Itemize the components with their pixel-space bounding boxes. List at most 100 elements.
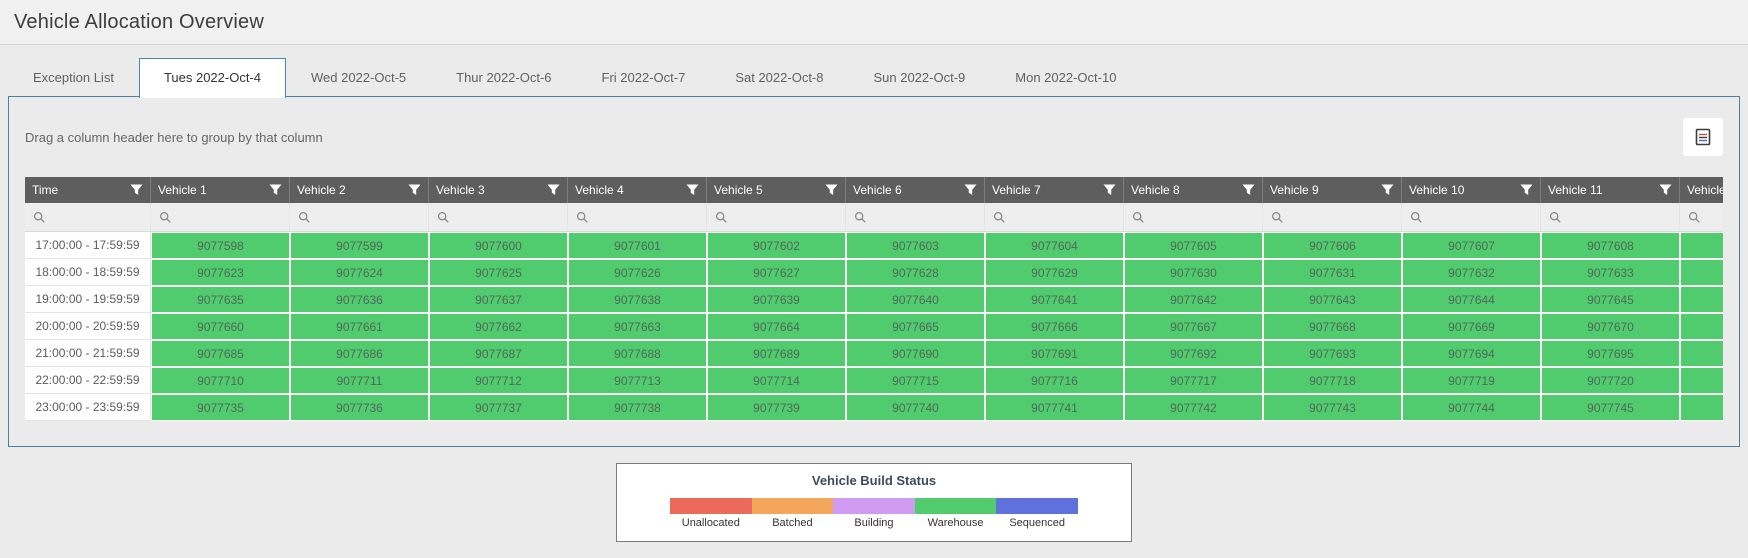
legend-segment-batched <box>751 498 834 514</box>
vehicle-cell: 9077689 <box>708 341 845 366</box>
column-header-time[interactable]: Time <box>25 177 151 203</box>
column-filter-vehicle-10[interactable] <box>1402 203 1541 231</box>
column-header-label: Time <box>32 183 59 197</box>
tab-exception-list[interactable]: Exception List <box>8 58 139 96</box>
vehicle-cell: 9077642 <box>1125 287 1262 312</box>
table-row: 19:00:00 - 19:59:59 9077635 9077636 907763… <box>25 286 1723 313</box>
filter-icon[interactable] <box>964 184 977 196</box>
column-header-vehicle-2[interactable]: Vehicle 2 <box>290 177 429 203</box>
time-cell: 19:00:00 - 19:59:59 <box>25 286 151 313</box>
column-filter-vehicle-4[interactable] <box>568 203 707 231</box>
search-icon <box>298 211 311 224</box>
tab-mon-2022-oct-10[interactable]: Mon 2022-Oct-10 <box>990 58 1141 96</box>
column-filter-vehicle-1[interactable] <box>151 203 290 231</box>
page-title: Vehicle Allocation Overview <box>14 11 264 33</box>
legend-label: Unallocated <box>681 517 740 529</box>
vehicle-cell: 9077645 <box>1542 287 1679 312</box>
filter-icon[interactable] <box>825 184 838 196</box>
legend-box: Vehicle Build Status Unallocated Batched B… <box>616 463 1132 542</box>
tab-label: Sat 2022-Oct-8 <box>735 69 824 85</box>
column-header-label: Vehicle 4 <box>575 183 624 197</box>
export-excel-button[interactable] <box>1683 118 1723 156</box>
tab-wed-2022-oct-5[interactable]: Wed 2022-Oct-5 <box>286 58 431 96</box>
vehicle-cell: 9077641 <box>986 287 1123 312</box>
filter-icon[interactable] <box>686 184 699 196</box>
time-cell: 20:00:00 - 20:59:59 <box>25 313 151 340</box>
vehicle-cell: 9077639 <box>708 287 845 312</box>
column-header-vehicle-7[interactable]: Vehicle 7 <box>985 177 1124 203</box>
filter-icon[interactable] <box>1520 184 1533 196</box>
vehicle-cell: 9077715 <box>847 368 984 393</box>
vehicle-cell: 9077669 <box>1403 314 1540 339</box>
column-filter-vehicle[interactable] <box>1680 203 1723 231</box>
table-row: 17:00:00 - 17:59:59 9077598 9077599 907760… <box>25 232 1723 259</box>
column-header-vehicle[interactable]: Vehicle <box>1680 177 1723 203</box>
tab-sat-2022-oct-8[interactable]: Sat 2022-Oct-8 <box>710 58 848 96</box>
vehicle-cell: 9077712 <box>430 368 567 393</box>
vehicle-cell: 9077735 <box>152 395 289 420</box>
vehicle-cell: 9077740 <box>847 395 984 420</box>
column-header-vehicle-4[interactable]: Vehicle 4 <box>568 177 707 203</box>
column-header-vehicle-11[interactable]: Vehicle 11 <box>1541 177 1680 203</box>
vehicle-cell: 9077714 <box>708 368 845 393</box>
group-panel: Drag a column header here to group by th… <box>9 97 1739 177</box>
column-filter-vehicle-2[interactable] <box>290 203 429 231</box>
vehicle-cell: 9077629 <box>986 260 1123 285</box>
legend-label: Batched <box>772 517 813 529</box>
tab-fri-2022-oct-7[interactable]: Fri 2022-Oct-7 <box>577 58 711 96</box>
column-filter-vehicle-6[interactable] <box>846 203 985 231</box>
filter-icon[interactable] <box>130 184 143 196</box>
column-header-vehicle-9[interactable]: Vehicle 9 <box>1263 177 1402 203</box>
tab-thur-2022-oct-6[interactable]: Thur 2022-Oct-6 <box>431 58 576 96</box>
column-header-vehicle-6[interactable]: Vehicle 6 <box>846 177 985 203</box>
column-header-vehicle-10[interactable]: Vehicle 10 <box>1402 177 1541 203</box>
vehicle-cell: 9077608 <box>1542 233 1679 258</box>
filter-icon[interactable] <box>408 184 421 196</box>
vehicle-cell: 9077665 <box>847 314 984 339</box>
vehicle-cell <box>1681 395 1723 420</box>
vehicle-cell: 9077738 <box>569 395 706 420</box>
tab-label: Exception List <box>33 69 114 85</box>
column-header-label: Vehicle 6 <box>853 183 902 197</box>
vehicle-cell: 9077743 <box>1264 395 1401 420</box>
filter-icon[interactable] <box>269 184 282 196</box>
tab-tues-2022-oct-4[interactable]: Tues 2022-Oct-4 <box>138 58 286 98</box>
tab-label: Fri 2022-Oct-7 <box>601 69 686 85</box>
filter-icon[interactable] <box>1659 184 1672 196</box>
search-icon <box>1132 211 1145 224</box>
vehicle-cell: 9077688 <box>569 341 706 366</box>
vehicle-cell: 9077691 <box>986 341 1123 366</box>
tab-label: Sun 2022-Oct-9 <box>873 69 966 85</box>
vehicle-cell: 9077633 <box>1542 260 1679 285</box>
search-icon <box>1549 211 1562 224</box>
column-filter-vehicle-8[interactable] <box>1124 203 1263 231</box>
table-row: 21:00:00 - 21:59:59 9077685 9077686 907768… <box>25 340 1723 367</box>
grid-body: 17:00:00 - 17:59:59 9077598 9077599 907760… <box>25 232 1723 421</box>
vehicle-cell: 9077599 <box>291 233 428 258</box>
column-filter-vehicle-9[interactable] <box>1263 203 1402 231</box>
column-header-vehicle-8[interactable]: Vehicle 8 <box>1124 177 1263 203</box>
search-icon <box>33 211 46 224</box>
filter-icon[interactable] <box>1242 184 1255 196</box>
vehicle-cell: 9077736 <box>291 395 428 420</box>
grid-panel: Drag a column header here to group by th… <box>8 96 1740 447</box>
search-icon <box>993 211 1006 224</box>
column-filter-vehicle-11[interactable] <box>1541 203 1680 231</box>
column-header-vehicle-5[interactable]: Vehicle 5 <box>707 177 846 203</box>
tab-sun-2022-oct-9[interactable]: Sun 2022-Oct-9 <box>848 58 990 96</box>
legend-label: Building <box>854 517 894 529</box>
column-filter-vehicle-5[interactable] <box>707 203 846 231</box>
filter-icon[interactable] <box>1381 184 1394 196</box>
vehicle-cell <box>1681 368 1723 393</box>
vehicle-cell: 9077643 <box>1264 287 1401 312</box>
column-filter-vehicle-7[interactable] <box>985 203 1124 231</box>
column-filter-time[interactable] <box>25 203 151 231</box>
column-header-vehicle-1[interactable]: Vehicle 1 <box>151 177 290 203</box>
filter-icon[interactable] <box>1103 184 1116 196</box>
filter-icon[interactable] <box>547 184 560 196</box>
vehicle-cell: 9077685 <box>152 341 289 366</box>
column-filter-vehicle-3[interactable] <box>429 203 568 231</box>
group-by-hint[interactable]: Drag a column header here to group by th… <box>25 129 323 145</box>
vehicle-cell: 9077690 <box>847 341 984 366</box>
column-header-vehicle-3[interactable]: Vehicle 3 <box>429 177 568 203</box>
